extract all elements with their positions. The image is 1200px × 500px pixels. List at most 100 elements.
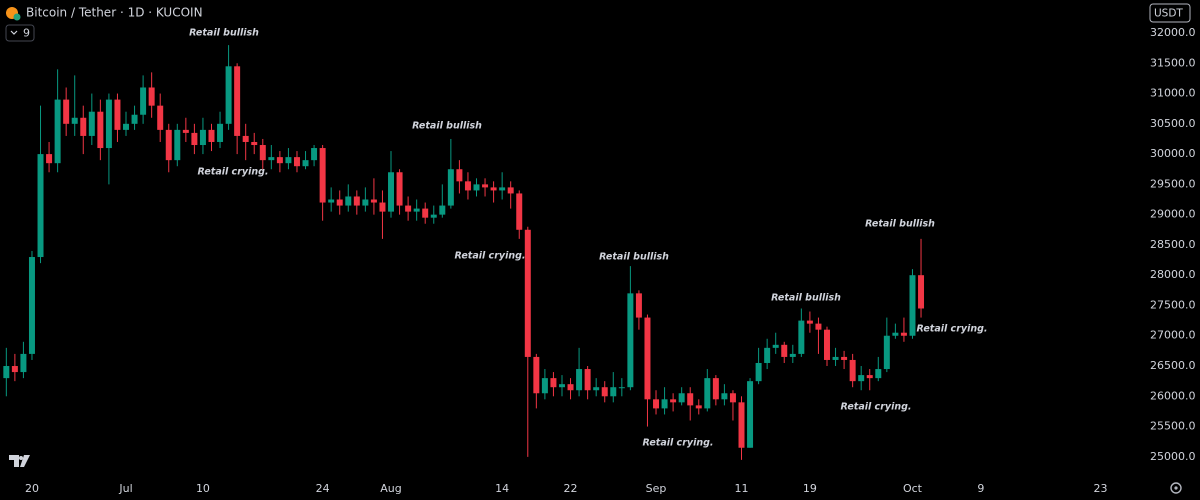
candle-body (319, 148, 326, 203)
candle-body (105, 99, 112, 149)
candle-body (54, 99, 61, 164)
candle-body (242, 135, 249, 142)
candle-body (11, 366, 18, 373)
currency-box[interactable] (1149, 3, 1191, 23)
candle-body (841, 356, 848, 360)
candle-body (439, 205, 446, 215)
candle-body (191, 132, 198, 146)
candle-body (918, 275, 925, 309)
candle-body (875, 369, 882, 379)
y-tick-label: 28500.0 (1150, 238, 1196, 251)
x-tick-label: 19 (803, 482, 817, 495)
indicator-toggle[interactable]: 9 (5, 24, 35, 42)
x-tick-label: 11 (735, 482, 749, 495)
x-tick-label: 22 (564, 482, 578, 495)
y-tick-label: 26500.0 (1150, 359, 1196, 372)
annotation: Retail crying. (455, 251, 526, 262)
candle-body (576, 369, 583, 391)
candle-body (695, 405, 702, 409)
y-tick-label: 30000.0 (1150, 147, 1196, 160)
tradingview-logo (9, 455, 30, 467)
x-tick-label: Aug (380, 482, 401, 495)
candle-body (670, 399, 677, 403)
annotation: Retail crying. (841, 402, 912, 413)
candle-body (157, 105, 164, 130)
y-tick-label: 29000.0 (1150, 208, 1196, 221)
annotation: Retail bullish (412, 121, 482, 132)
settings-button[interactable] (1170, 482, 1182, 494)
candle-body (558, 384, 565, 388)
x-tick-label: Sep (646, 482, 667, 495)
candle-body (866, 375, 873, 379)
annotation: Retail bullish (599, 252, 669, 263)
candle-body (37, 154, 44, 258)
candle-body (499, 187, 506, 191)
candle-body (413, 208, 420, 212)
y-tick-label: 27500.0 (1150, 298, 1196, 311)
candle-body (541, 378, 548, 394)
annotation: Retail crying. (643, 438, 714, 449)
candle-body (225, 66, 232, 124)
indicator-box[interactable] (5, 24, 35, 42)
candle-body (883, 335, 890, 370)
currency-label: USDT (1154, 8, 1183, 20)
candle-body (422, 208, 429, 218)
candle-body (28, 257, 35, 354)
candle-body (815, 323, 822, 330)
x-tick-label: Jul (118, 482, 132, 495)
candle-body (524, 229, 531, 357)
indicator-count: 9 (23, 27, 30, 40)
candle-body (345, 196, 352, 206)
candle-body (550, 378, 557, 388)
candle-body (447, 169, 454, 206)
candle-body (464, 181, 471, 191)
candle-body (567, 384, 574, 391)
candle-body (849, 359, 856, 382)
y-tick-label: 27000.0 (1150, 329, 1196, 342)
annotation: Retail bullish (189, 28, 259, 39)
candle-body (328, 199, 335, 203)
annotation: Retail bullish (771, 293, 841, 304)
candle-body (80, 117, 87, 136)
candle-body (71, 117, 78, 124)
candle-body (311, 148, 318, 161)
candle-body (892, 332, 899, 336)
candle-body (148, 87, 155, 106)
candle-body (712, 378, 719, 400)
x-tick-label: 10 (196, 482, 210, 495)
candle-body (644, 317, 651, 400)
candle-body (858, 375, 865, 382)
candle-body (165, 129, 172, 161)
gear-icon[interactable] (1170, 482, 1182, 494)
candle-body (430, 214, 437, 218)
candle-body (601, 387, 608, 397)
candle-body (182, 129, 189, 133)
y-tick-label: 30500.0 (1150, 117, 1196, 130)
candle-body (738, 402, 745, 448)
y-tick-label: 32000.0 (1150, 26, 1196, 39)
candle-body (618, 387, 625, 389)
candle-body (507, 187, 514, 194)
symbol-header: Bitcoin / Tether · 1D · KUCOIN (6, 6, 203, 21)
candle-body (704, 378, 711, 409)
candle-body (653, 399, 660, 409)
candle-body (721, 393, 728, 400)
candle-body (234, 66, 241, 136)
candle-body (635, 293, 642, 318)
candle-body (482, 184, 489, 188)
candle-body (97, 111, 104, 149)
candle-body (772, 344, 779, 348)
candle-body (661, 399, 668, 409)
annotation: Retail crying. (917, 324, 988, 335)
candle-body (285, 157, 292, 164)
candle-body (293, 157, 300, 167)
y-tick-label: 29500.0 (1150, 177, 1196, 190)
currency-button[interactable]: USDT (1149, 3, 1191, 23)
candle-body (208, 129, 215, 142)
candle-body (516, 193, 523, 230)
candle-body (593, 387, 600, 391)
y-tick-label: 25500.0 (1150, 420, 1196, 433)
candle-body (353, 196, 360, 206)
x-tick-label: 20 (25, 482, 39, 495)
